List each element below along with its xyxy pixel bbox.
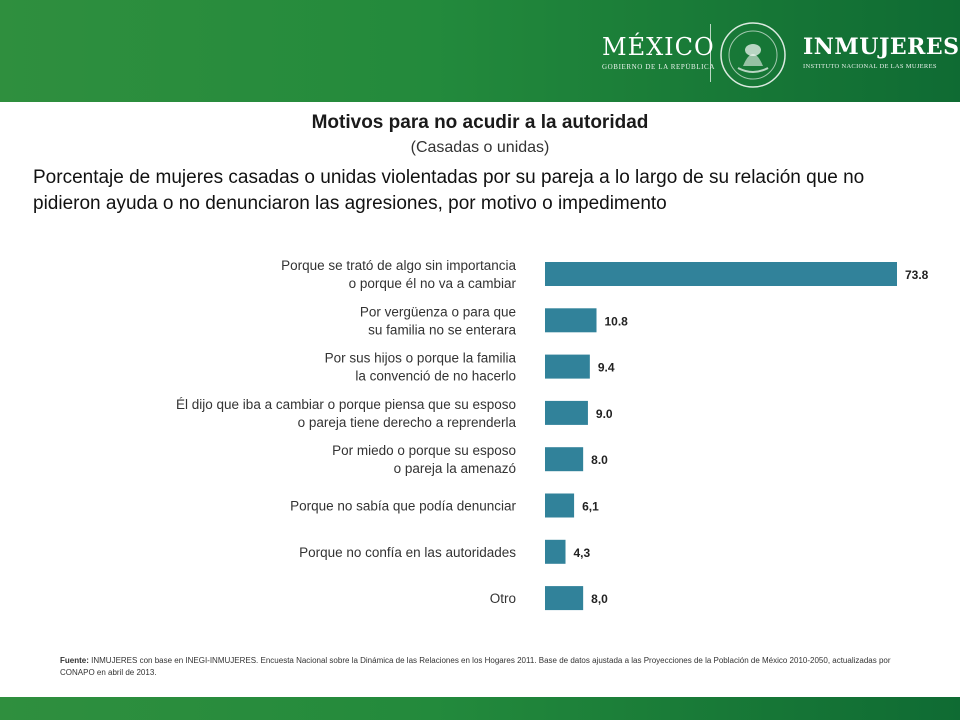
bar-1 (545, 308, 597, 333)
bar-value-label-3: 9.0 (596, 407, 613, 421)
category-label-7: Otro (490, 591, 516, 606)
category-label-3: Él dijo que iba a cambiar o porque piens… (176, 397, 516, 430)
national-seal-icon (720, 22, 786, 88)
source-label: Fuente: (60, 656, 89, 665)
inmujeres-logo-subtext: INSTITUTO NACIONAL DE LAS MUJERES (803, 63, 937, 70)
category-label-1: Por vergüenza o para que su familia no se… (360, 304, 517, 337)
footer-bar (0, 697, 960, 720)
bar-chart: 73.8 Porque se trató de algo sin importan… (176, 258, 929, 611)
bar-2 (545, 354, 590, 379)
category-label-0: Porque se trató de algo sin importancia o… (281, 258, 516, 291)
inmujeres-logo: INMUJERES INSTITUTO NACIONAL DE LAS MUJE… (803, 34, 960, 70)
mexico-logo-subtext: GOBIERNO DE LA REPÚBLICA (602, 63, 715, 71)
source-note: Fuente: INMUJERES con base en INEGI-INMU… (60, 655, 910, 679)
bar-value-label-6: 4,3 (574, 546, 591, 560)
mexico-logo-text: MÉXICO (602, 33, 715, 61)
bar-value-label-1: 10.8 (605, 314, 629, 328)
chart-title: Motivos para no acudir a la autoridad (311, 112, 649, 133)
bar-5 (545, 493, 575, 518)
category-label-5: Porque no sabía que podía denunciar (290, 499, 516, 514)
bar-4 (545, 447, 584, 472)
bar-3 (545, 400, 588, 425)
bar-value-label-7: 8,0 (591, 592, 608, 606)
mexico-logo: MÉXICO GOBIERNO DE LA REPÚBLICA (602, 34, 715, 71)
chart-subtitle: (Casadas o unidas) (410, 139, 550, 156)
bar-value-label-5: 6,1 (582, 500, 599, 514)
category-label-4: Por miedo o porque su esposo o pareja la … (332, 443, 516, 476)
inmujeres-logo-text: INMUJERES (803, 34, 960, 60)
bar-value-label-2: 9.4 (598, 361, 615, 375)
header-divider (710, 24, 711, 82)
bar-value-label-0: 73.8 (905, 268, 929, 282)
bar-0 (545, 262, 897, 286)
bar-6 (545, 539, 566, 564)
category-label-6: Porque no confía en las autoridades (299, 545, 516, 560)
source-text: INMUJERES con base en INEGI-INMUJERES. E… (60, 656, 891, 677)
chart-description: Porcentaje de mujeres casadas o unidas v… (33, 167, 865, 214)
bar-value-label-4: 8.0 (591, 453, 608, 467)
header-banner: MÉXICO GOBIERNO DE LA REPÚBLICA INMUJERE… (0, 0, 960, 102)
bar-7 (545, 586, 584, 611)
category-label-2: Por sus hijos o porque la familia la conv… (325, 351, 517, 384)
